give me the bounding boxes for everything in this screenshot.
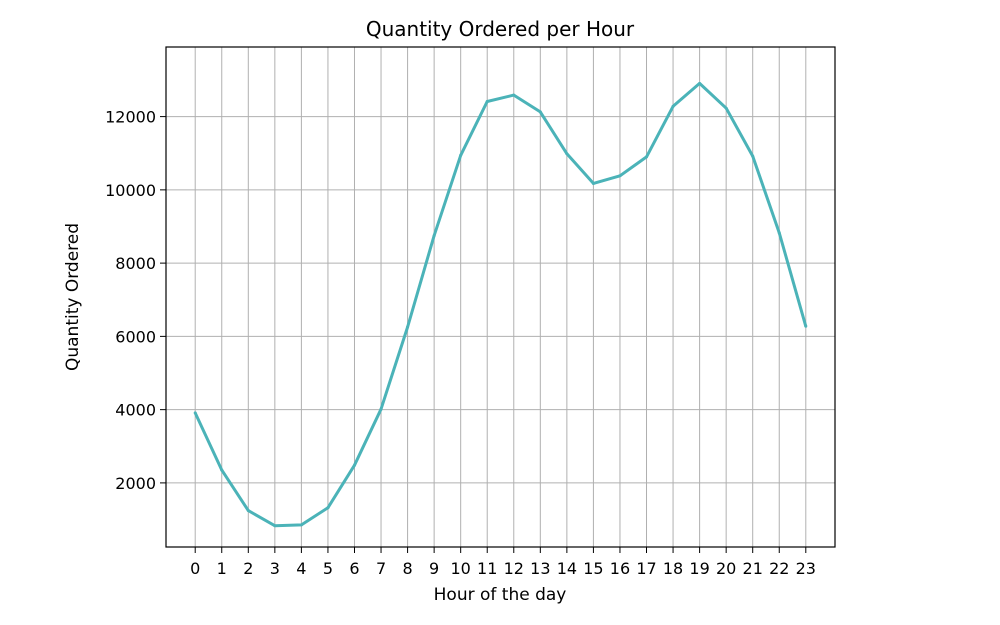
data-point [618, 174, 622, 178]
x-tick-label: 10 [450, 559, 470, 578]
x-tick-label: 23 [796, 559, 816, 578]
data-point [220, 468, 224, 472]
y-tick-label: 2000 [115, 474, 156, 493]
plot-frame [165, 46, 836, 548]
x-axis-ticks: 0 1 2 3 4 5 6 7 8 9 10 11 12 13 14 15 16 17 18 19 20 21 22 23 [190, 547, 816, 578]
x-tick-label: 4 [296, 559, 306, 578]
data-point [432, 234, 436, 238]
y-tick-label: 8000 [115, 254, 156, 273]
x-tick-label: 7 [376, 559, 386, 578]
x-tick-label: 8 [402, 559, 412, 578]
x-tick-label: 22 [769, 559, 789, 578]
x-tick-label: 13 [530, 559, 550, 578]
series-layer [193, 81, 808, 528]
data-point [273, 524, 277, 528]
chart-title: Quantity Ordered per Hour [366, 17, 635, 41]
x-tick-label: 16 [610, 559, 630, 578]
data-point [326, 506, 330, 510]
y-axis-ticks: 2000 4000 6000 8000 10000 12000 [105, 108, 166, 493]
x-tick-label: 3 [270, 559, 280, 578]
y-tick-label: 4000 [115, 401, 156, 420]
x-tick-label: 15 [583, 559, 603, 578]
data-point [512, 93, 516, 97]
data-point [671, 104, 675, 108]
y-tick-label: 6000 [115, 327, 156, 346]
data-point [299, 523, 303, 527]
x-tick-label: 1 [217, 559, 227, 578]
x-tick-label: 6 [349, 559, 359, 578]
data-point [565, 152, 569, 156]
x-tick-label: 9 [429, 559, 439, 578]
data-point [352, 463, 356, 467]
x-tick-label: 21 [743, 559, 763, 578]
data-point [459, 153, 463, 157]
x-tick-label: 0 [190, 559, 200, 578]
x-tick-label: 18 [663, 559, 683, 578]
x-tick-label: 12 [504, 559, 524, 578]
x-tick-label: 17 [636, 559, 656, 578]
x-tick-label: 20 [716, 559, 736, 578]
data-point [698, 81, 702, 85]
data-point [193, 411, 197, 415]
data-point [246, 509, 250, 513]
y-tick-label: 12000 [105, 108, 156, 127]
data-point [538, 110, 542, 114]
x-tick-label: 5 [323, 559, 333, 578]
data-point [379, 407, 383, 411]
data-point [406, 325, 410, 329]
x-tick-label: 2 [243, 559, 253, 578]
data-point [485, 100, 489, 104]
grid [166, 47, 835, 547]
x-tick-label: 11 [477, 559, 497, 578]
data-point [591, 181, 595, 185]
data-point [724, 106, 728, 110]
data-point [645, 155, 649, 159]
series-line-0 [193, 81, 808, 528]
y-tick-label: 10000 [105, 181, 156, 200]
data-point [804, 324, 808, 328]
y-axis-label: Quantity Ordered [63, 223, 83, 371]
x-tick-label: 14 [557, 559, 577, 578]
data-point [777, 231, 781, 235]
data-point [751, 154, 755, 158]
x-axis-label: Hour of the day [434, 585, 567, 605]
x-tick-label: 19 [689, 559, 709, 578]
